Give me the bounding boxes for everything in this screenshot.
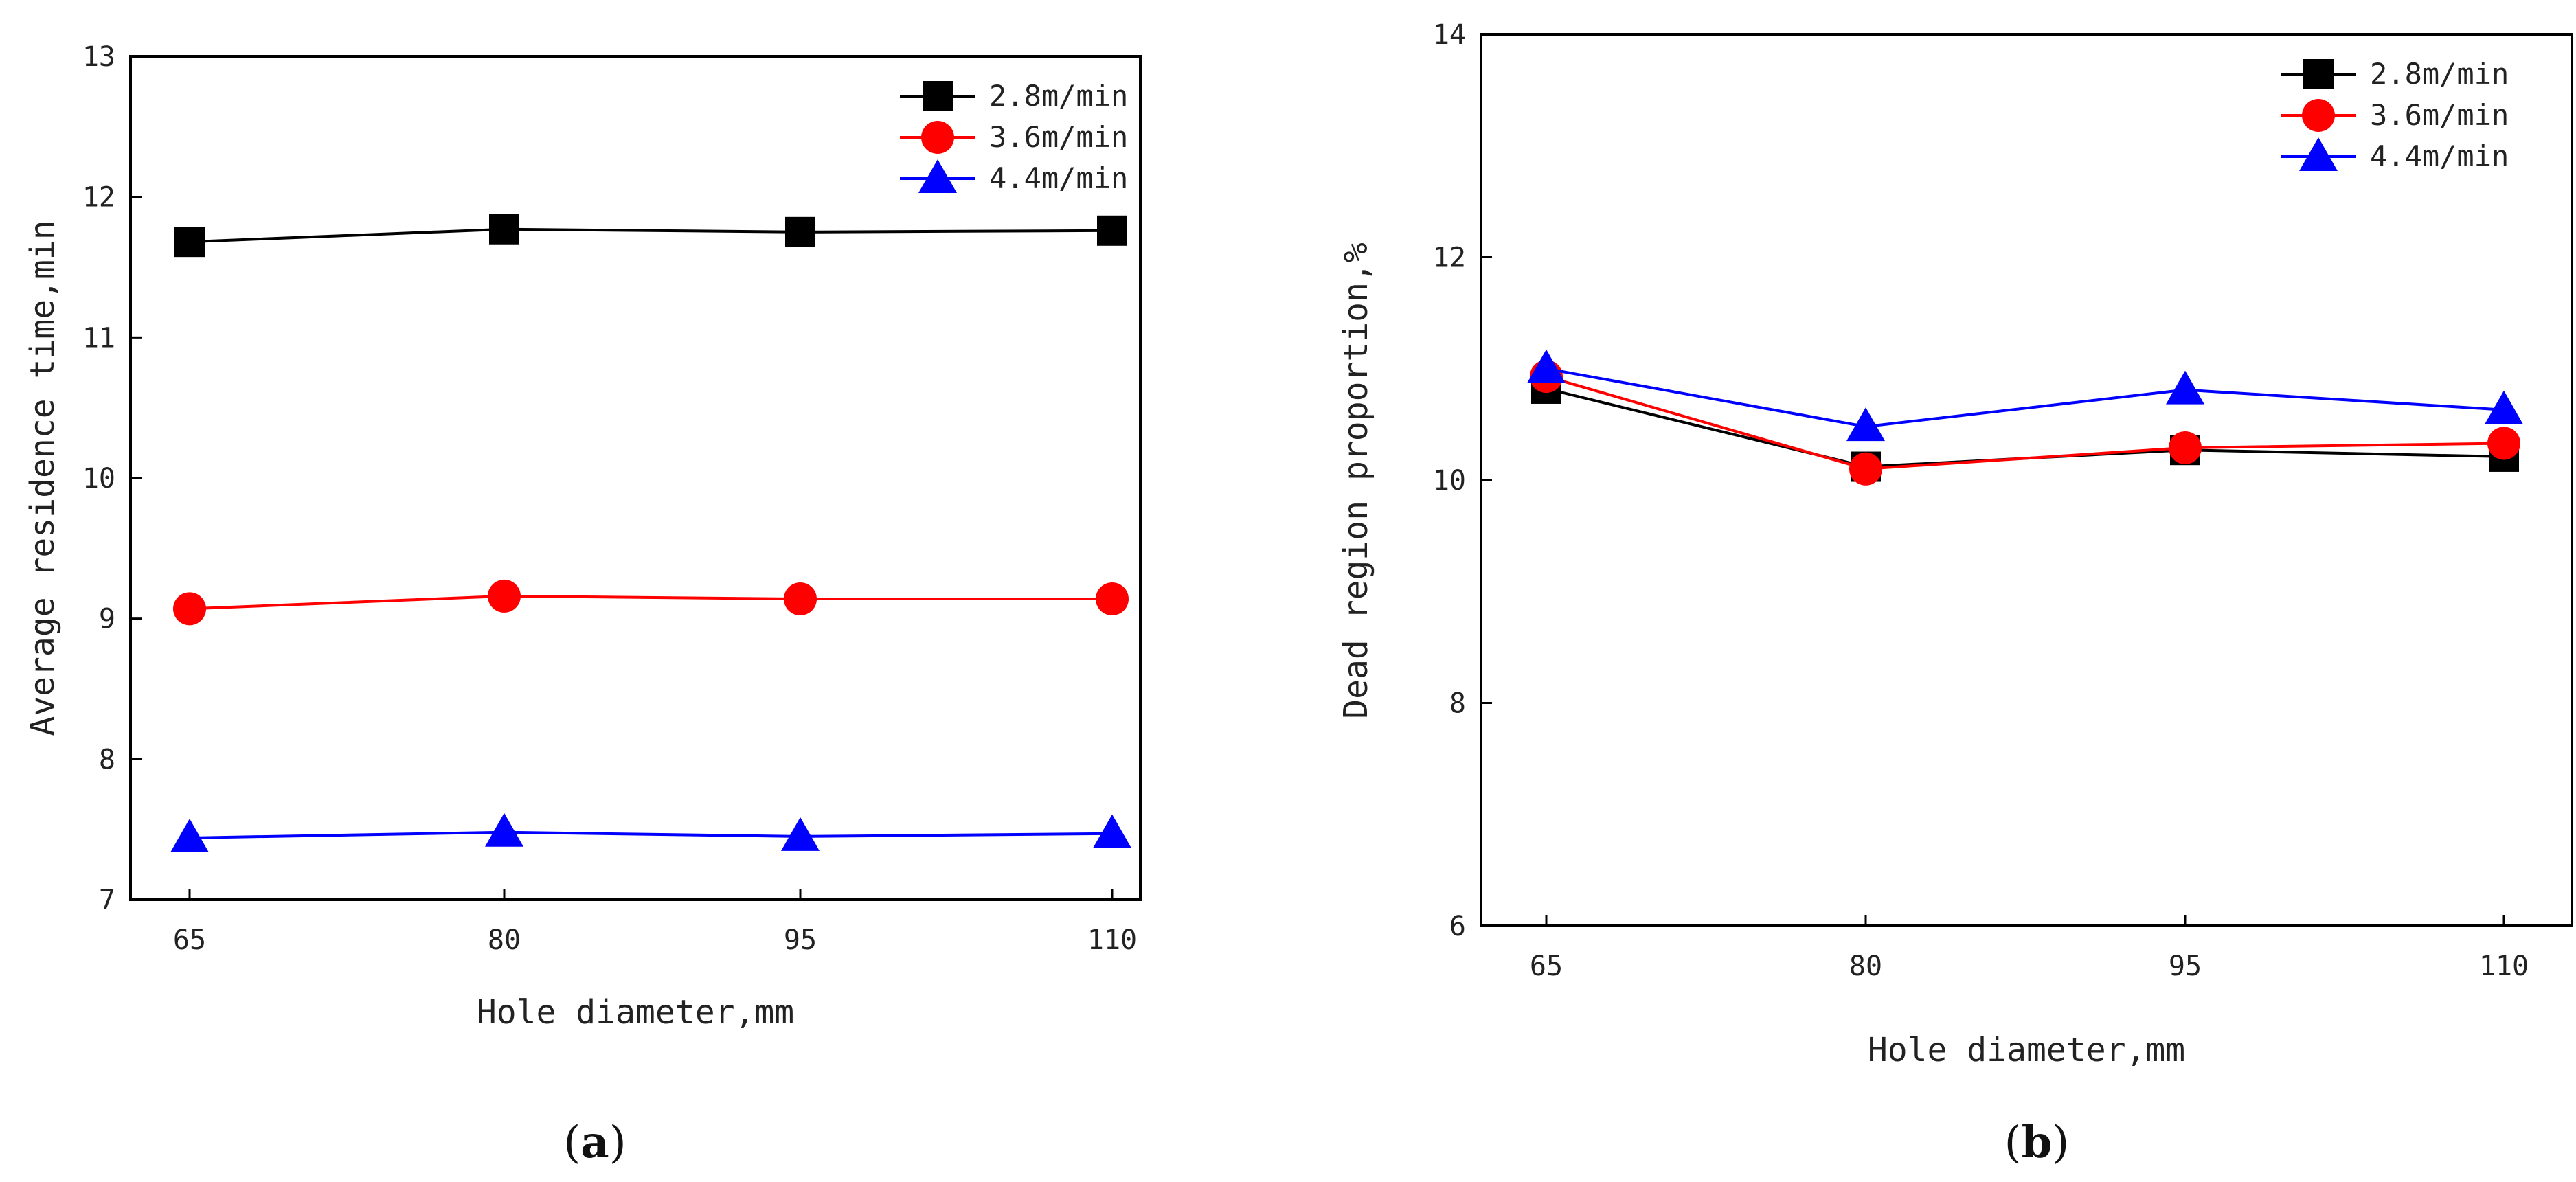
series-layer — [1527, 349, 2523, 486]
series-line-4.4m/min — [189, 830, 1113, 839]
data-point-triangle — [2485, 390, 2523, 424]
chart-panel-a: 7 8 9 10 11 12 13 65 80 95 110 2.8m/min 3.6m/min 4.… — [23, 41, 1142, 1168]
x-axis-title: Hole diameter,mm — [477, 993, 794, 1032]
x-tick-label: 80 — [1849, 951, 1882, 982]
data-point-square — [174, 227, 205, 258]
legend-label: 3.6m/min — [2370, 98, 2509, 132]
legend: 2.8m/min 3.6m/min 4.4m/min — [900, 79, 1128, 195]
legend-label: 2.8m/min — [989, 79, 1128, 113]
x-axis-title: Hole diameter,mm — [1868, 1031, 2185, 1069]
x-tick-label: 110 — [2479, 951, 2529, 982]
y-axis-title: Dead region proportion,% — [1337, 242, 1375, 719]
legend-label: 3.6m/min — [989, 120, 1128, 154]
data-point-circle — [173, 592, 206, 626]
legend: 2.8m/min 3.6m/min 4.4m/min — [2281, 57, 2509, 173]
data-point-circle — [2169, 431, 2202, 464]
y-axis-title: Average residence time,min — [23, 220, 62, 736]
data-point-circle — [784, 582, 817, 616]
data-point-circle — [2487, 427, 2520, 460]
data-point-square — [1097, 215, 1127, 246]
x-axis-ticks: 65 80 95 110 — [1530, 915, 2529, 982]
y-axis-ticks: 6 8 10 12 14 — [1433, 19, 1492, 942]
y-tick-label: 6 — [1449, 911, 1466, 942]
y-tick-label: 9 — [99, 604, 115, 635]
data-point-triangle — [2166, 370, 2204, 405]
legend-marker-circle — [921, 121, 954, 154]
x-tick-label: 95 — [784, 924, 817, 956]
x-tick-label: 65 — [1530, 951, 1563, 982]
y-tick-label: 12 — [1433, 242, 1466, 274]
data-point-triangle — [1527, 349, 1566, 383]
series-line-3.6m/min — [189, 594, 1112, 611]
y-tick-label: 13 — [82, 41, 115, 73]
y-axis-ticks: 7 8 9 10 11 12 13 — [82, 41, 142, 916]
panel-label: (a) — [563, 1117, 626, 1168]
legend-marker-circle — [2302, 99, 2335, 132]
y-tick-label: 14 — [1433, 19, 1466, 51]
x-tick-label: 80 — [488, 924, 521, 956]
y-tick-label: 8 — [99, 744, 115, 775]
data-point-circle — [1849, 452, 1882, 486]
y-tick-label: 10 — [82, 463, 115, 495]
y-tick-label: 12 — [82, 182, 115, 214]
data-point-triangle — [170, 818, 209, 852]
legend-marker-triangle — [2299, 137, 2338, 171]
legend-marker-square — [2303, 59, 2334, 89]
data-point-triangle — [1093, 814, 1131, 848]
panel-label-letter: b — [2022, 1117, 2053, 1168]
x-axis-ticks: 65 80 95 110 — [173, 889, 1137, 956]
panel-label-letter: a — [580, 1117, 609, 1168]
series-line-3.6m/min — [1546, 375, 2505, 470]
data-point-square — [785, 216, 815, 247]
data-point-triangle — [1846, 407, 1885, 442]
y-tick-label: 11 — [82, 322, 115, 354]
y-tick-label: 10 — [1433, 465, 1466, 497]
data-point-circle — [1096, 582, 1129, 616]
series-line-4.4m/min — [1546, 367, 2505, 429]
x-tick-label: 65 — [173, 924, 206, 956]
panel-label: (b) — [2004, 1117, 2070, 1168]
y-tick-label: 8 — [1449, 688, 1466, 720]
y-tick-label: 7 — [99, 885, 115, 916]
data-point-triangle — [781, 817, 820, 851]
chart-panel-b: 6 8 10 12 14 65 80 95 110 2.8m/min 3.6m/min 4.4m/… — [1337, 19, 2573, 1168]
legend-label: 2.8m/min — [2370, 57, 2509, 91]
data-point-circle — [488, 579, 521, 613]
legend-label: 4.4m/min — [989, 161, 1128, 195]
data-point-triangle — [485, 812, 523, 847]
series-line-2.8m/min — [189, 227, 1113, 244]
legend-marker-square — [923, 81, 953, 111]
x-tick-label: 95 — [2169, 951, 2202, 982]
x-tick-label: 110 — [1087, 924, 1137, 956]
data-point-square — [489, 214, 519, 245]
legend-label: 4.4m/min — [2370, 139, 2509, 173]
legend-marker-triangle — [918, 159, 957, 193]
series-layer — [170, 214, 1131, 852]
